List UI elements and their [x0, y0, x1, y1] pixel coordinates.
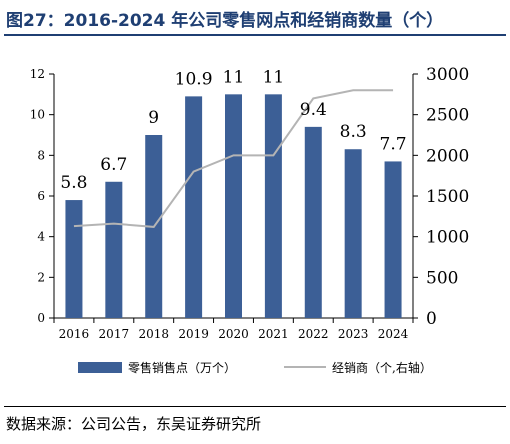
x-axis-tick-label: 2022 — [298, 327, 329, 341]
chart: 0 2 4 6 8 10 12 0 500 1000 1500 2000 2500 3000 2016 201… — [30, 65, 470, 375]
bar — [264, 94, 282, 318]
source-note: 数据来源：公司公告，东吴证券研究所 — [6, 415, 262, 433]
legend-line-label: 经销商（个,右轴） — [332, 360, 432, 375]
bar — [225, 94, 242, 318]
x-axis-tick-label: 2020 — [218, 327, 249, 341]
bar-data-label: 10.9 — [175, 69, 213, 89]
bar-data-label: 9.4 — [300, 100, 327, 120]
bar-data-label: 6.7 — [100, 155, 127, 175]
bar-data-label: 11 — [263, 67, 285, 87]
left-axis-tick-label: 8 — [37, 148, 45, 162]
bar — [185, 96, 203, 318]
bar — [105, 181, 123, 318]
figure-title: 图27：2016-2024 年公司零售网点和经销商数量（个） — [6, 11, 444, 31]
footer-divider — [4, 406, 506, 407]
right-axis-tick-label: 2500 — [426, 106, 469, 126]
bar — [344, 149, 362, 318]
x-axis-tick-label: 2018 — [138, 327, 169, 341]
right-axis-tick-label: 1500 — [426, 187, 469, 207]
left-axis-tick-label: 2 — [37, 270, 45, 284]
title-divider — [4, 34, 506, 36]
bar-data-label: 5.8 — [60, 173, 87, 193]
left-axis-tick-label: 4 — [37, 230, 45, 244]
x-axis-tick-label: 2024 — [378, 327, 409, 341]
left-axis-tick-label: 0 — [37, 311, 45, 325]
x-axis-tick-label: 2023 — [338, 327, 369, 341]
left-axis-tick-label: 6 — [37, 189, 45, 203]
x-axis-tick-label: 2019 — [178, 327, 209, 341]
right-axis-tick-label: 2000 — [426, 146, 469, 166]
bar-data-label: 9 — [148, 108, 159, 128]
bar — [65, 200, 83, 318]
right-axis-tick-label: 3000 — [426, 65, 469, 85]
legend-bar-label: 零售销售点（万个） — [128, 360, 236, 375]
bar — [304, 126, 322, 318]
x-axis-tick-label: 2016 — [59, 327, 90, 341]
x-axis-tick-label: 2021 — [258, 327, 289, 341]
right-axis-tick-label: 0 — [426, 309, 437, 329]
left-axis-tick-label: 10 — [30, 108, 45, 122]
bar-data-label: 7.7 — [380, 134, 407, 154]
bar-data-label: 8.3 — [340, 122, 367, 142]
right-axis-tick-label: 1000 — [426, 228, 469, 248]
x-axis-tick-label: 2017 — [99, 327, 130, 341]
left-axis-tick-label: 12 — [30, 67, 45, 81]
legend-bar-swatch — [78, 362, 122, 373]
bar — [384, 161, 402, 318]
bar-data-label: 11 — [223, 67, 245, 87]
right-axis-tick-label: 500 — [426, 268, 458, 288]
